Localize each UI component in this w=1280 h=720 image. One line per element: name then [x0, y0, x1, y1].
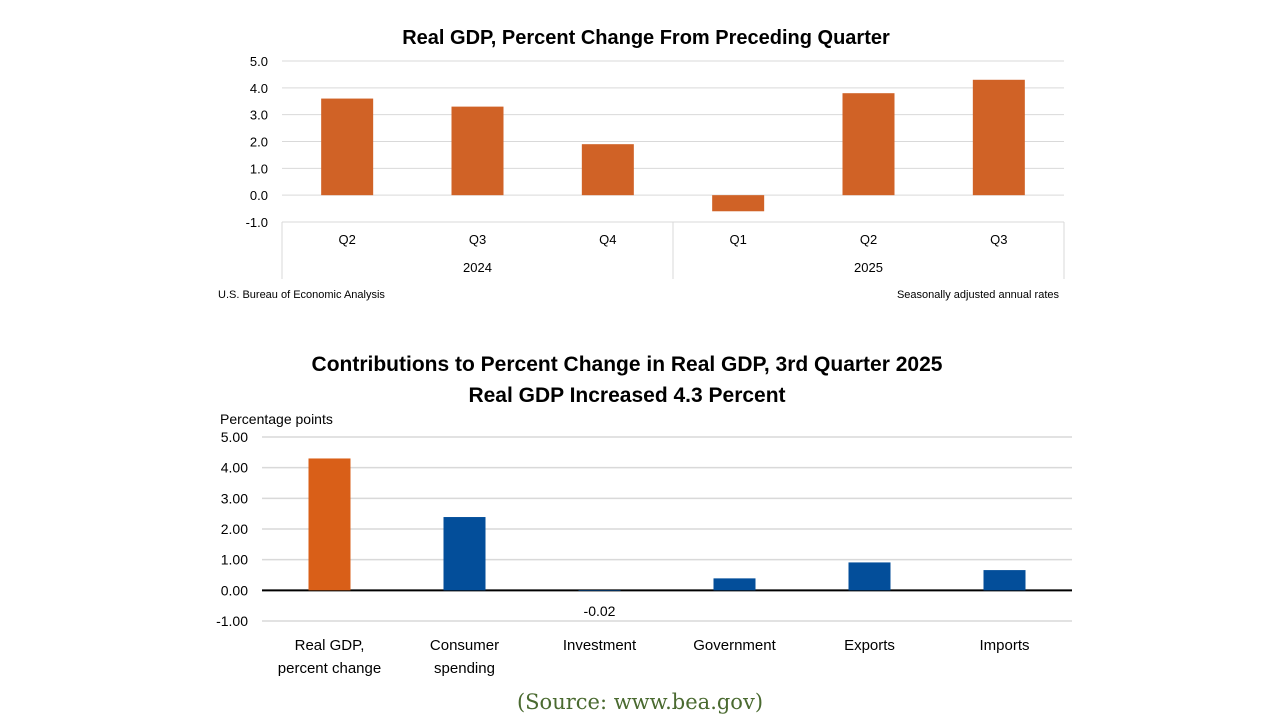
bar: [848, 562, 891, 591]
y-tick-label: 3.00: [221, 490, 248, 506]
bar: [308, 458, 351, 591]
x-tick-label: Government: [693, 637, 776, 654]
data-label: -0.02: [584, 603, 616, 619]
bar: [712, 195, 765, 212]
y-tick-label: 1.00: [221, 552, 248, 568]
x-tick-label: Q1: [729, 232, 746, 247]
x-tick-label: Investment: [563, 637, 637, 654]
x-tick-label: spending: [434, 660, 495, 677]
x-tick-label: Q2: [860, 232, 877, 247]
bar: [713, 578, 756, 591]
x-tick-label: percent change: [278, 660, 381, 677]
y-tick-label: 2.0: [250, 135, 268, 150]
y-tick-label: 3.0: [250, 108, 268, 123]
y-tick-label: 0.0: [250, 188, 268, 203]
y-tick-label: 4.00: [221, 460, 248, 476]
y-tick-label: -1.00: [216, 613, 248, 629]
x-tick-label: Q3: [990, 232, 1007, 247]
chart1-title: Real GDP, Percent Change From Preceding …: [402, 27, 890, 49]
x-group-label: 2024: [463, 260, 492, 275]
y-tick-label: 5.0: [250, 54, 268, 69]
x-tick-label: Q2: [338, 232, 355, 247]
x-group-label: 2025: [854, 260, 883, 275]
x-tick-label: Q4: [599, 232, 616, 247]
bar: [842, 93, 895, 196]
bar: [581, 144, 634, 196]
chart2-ylabel: Percentage points: [220, 411, 333, 427]
y-tick-label: -1.0: [246, 215, 268, 230]
x-tick-label: Q3: [469, 232, 486, 247]
bar: [443, 517, 486, 591]
bar: [451, 106, 504, 196]
chart1-footer-right: Seasonally adjusted annual rates: [897, 289, 1060, 301]
x-tick-label: Exports: [844, 637, 895, 654]
bar: [578, 590, 621, 591]
x-tick-label: Imports: [979, 637, 1029, 654]
x-tick-label: Real GDP,: [295, 637, 365, 654]
bar: [321, 98, 374, 196]
bar: [972, 79, 1025, 196]
bar: [983, 570, 1026, 591]
x-tick-label: Consumer: [430, 637, 499, 654]
y-tick-label: 1.0: [250, 161, 268, 176]
y-tick-label: 0.00: [221, 582, 248, 598]
y-tick-label: 2.00: [221, 521, 248, 537]
y-tick-label: 5.00: [221, 429, 248, 445]
chart2-subtitle: Real GDP Increased 4.3 Percent: [468, 384, 785, 407]
source-note: (Source: www.bea.gov): [516, 690, 764, 714]
y-tick-label: 4.0: [250, 81, 268, 96]
chart2-title: Contributions to Percent Change in Real …: [312, 353, 943, 376]
chart1-footer-left: U.S. Bureau of Economic Analysis: [218, 289, 385, 301]
